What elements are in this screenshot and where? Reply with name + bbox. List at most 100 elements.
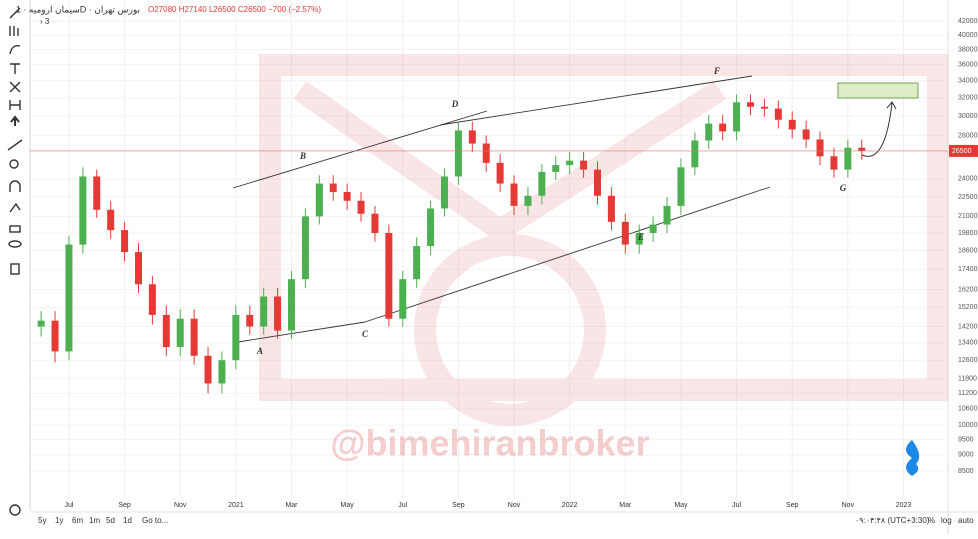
left-toolbar [7,0,31,516]
candle-body [830,156,838,170]
candle-body [357,200,365,214]
tool-icon[interactable] [9,159,19,169]
tool-icon[interactable] [9,504,21,516]
range-button[interactable]: 1m [89,516,100,525]
candle-body [260,296,268,327]
clock: ۰۹:۰۴:۴۸ (UTC+3:30) [855,516,930,525]
candle-body [482,143,490,163]
candle-body [760,106,768,109]
y-tick-label: 11200 [958,390,977,397]
candle-body [649,224,657,233]
tool-icon[interactable] [9,26,19,36]
y-tick-label: 21000 [958,213,978,220]
y-tick-label: 34000 [958,78,978,85]
watermark-text: @bimehiranbroker [330,423,649,464]
tool-icon[interactable] [9,100,21,110]
log-toggle[interactable]: log [941,516,952,525]
tool-icon[interactable] [10,115,20,126]
candle-body [385,232,393,319]
tool-icon[interactable] [9,225,21,233]
candle-body [621,221,629,245]
tool-icon[interactable] [8,240,22,248]
tool-icon[interactable] [9,81,21,93]
y-tick-label: 36000 [958,62,978,69]
candle-body [733,102,741,132]
candle-body [79,176,87,245]
last-price-tag [949,144,978,157]
candle-body [190,318,198,356]
candle-body [788,119,796,130]
candle-body [134,252,142,285]
candle-body [148,284,156,315]
broker-logo [906,440,920,476]
candle-body [107,209,115,231]
candle-body [399,279,407,319]
candle-body [218,360,226,384]
y-tick-label: 14200 [958,323,978,330]
tool-icon[interactable] [10,263,20,275]
tool-icon[interactable] [9,202,21,213]
x-tick-label: Mar [285,502,298,509]
wave-label: F [713,66,720,76]
y-tick-label: 24000 [958,176,978,183]
candle-body [329,183,337,193]
forecast-arrow [861,102,893,157]
tool-icon[interactable] [7,139,23,151]
tool-icon[interactable] [9,180,21,192]
candle-body [468,130,476,144]
trend-line [237,321,366,343]
x-tick-label: Nov [508,502,521,509]
candle-body [204,355,212,384]
percent-toggle[interactable]: % [928,516,935,525]
range-button[interactable]: 1y [55,516,63,525]
range-button[interactable]: 5d [106,516,115,525]
candle-body [719,123,727,132]
candle-body [496,162,504,184]
tool-icon[interactable] [10,63,20,74]
y-tick-label: 19800 [958,230,978,237]
y-tick-label: 17400 [958,266,978,273]
candle-body [413,246,421,280]
x-tick-label: Jul [398,502,407,509]
wave-label: B [299,151,306,161]
candle-body [607,195,615,222]
grid [30,0,948,498]
range-button[interactable]: 1d [123,516,132,525]
y-tick-label: 16200 [958,286,978,293]
arrow-head [886,101,897,110]
auto-toggle[interactable]: auto [958,516,974,525]
y-tick-label: 10600 [958,406,978,413]
goto-button[interactable]: Go to... [142,516,168,525]
collapse-indicators[interactable]: › 3 [40,17,50,26]
x-tick-label: 2022 [562,502,578,509]
y-tick-label: 38000 [958,46,978,53]
target-zone [837,82,919,99]
x-tick-label: Jul [732,502,741,509]
candle-body [121,230,129,253]
trend-line [439,75,753,126]
candle-body [552,165,560,172]
y-tick-label: 13400 [958,340,978,347]
last-price-label: 26500 [952,148,972,155]
trend-lines [232,75,771,343]
candle-body [580,160,588,170]
tool-icon[interactable] [9,7,21,19]
candle-body [427,208,435,247]
x-tick-label: Nov [842,502,855,509]
candle-body [371,213,379,233]
x-tick-label: Sep [452,502,465,509]
x-tick-label: 2023 [896,502,912,509]
y-tick-label: 22500 [958,194,978,201]
candle-body [663,205,671,225]
y-tick-label: 11800 [958,375,977,382]
tool-icon[interactable] [9,44,21,55]
candle-body [635,232,643,245]
y-tick-label: 32000 [958,95,978,102]
candle-body [816,139,824,157]
candle-body [538,171,546,196]
candle-body [287,279,295,331]
candle-body [454,130,462,177]
range-button[interactable]: 6m [72,516,83,525]
range-button[interactable]: 5y [38,516,46,525]
